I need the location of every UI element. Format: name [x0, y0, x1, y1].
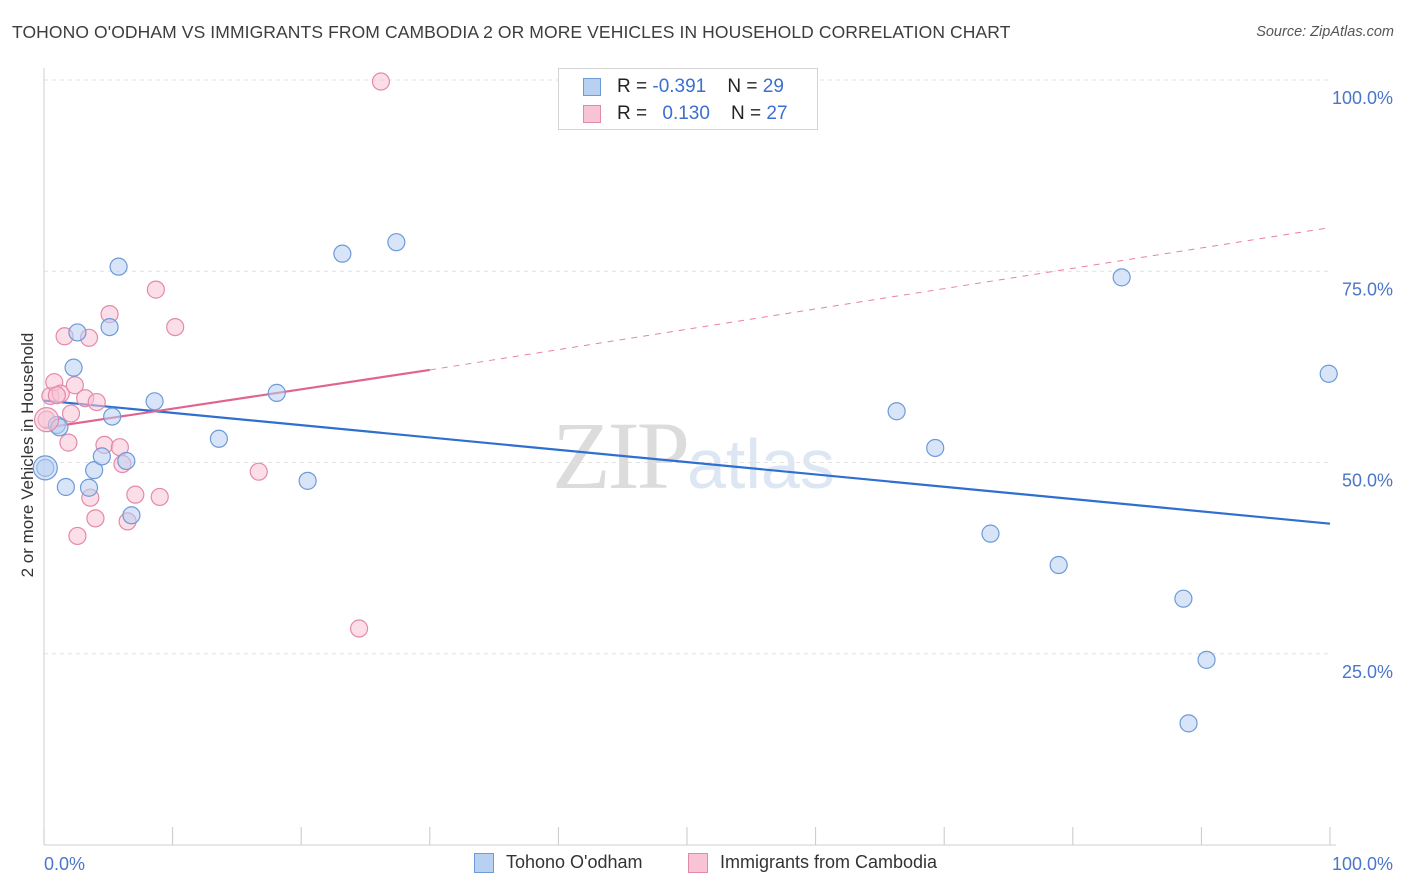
point-cambodia: [150, 487, 169, 507]
chart-source: Source: ZipAtlas.com: [1256, 24, 1394, 40]
stats-text-cambodia: R = 0.130 N = 27: [617, 103, 788, 125]
point-cambodia: [65, 376, 84, 395]
stats-row-tohono: R = -0.391 N = 29: [583, 74, 784, 100]
point-tohono: [387, 233, 406, 252]
y-tick-label: 75.0%: [1342, 279, 1393, 299]
stats-n-value: 29: [762, 76, 784, 97]
stats-swatch-cambodia: [583, 105, 601, 123]
stats-n-label: N =: [731, 103, 767, 124]
point-cambodia: [86, 509, 105, 528]
point-cambodia: [371, 72, 391, 91]
y-tick-label: 100.0%: [1332, 88, 1393, 108]
trend-line-tohono: [43, 399, 1331, 525]
point-tohono: [100, 317, 119, 337]
point-tohono: [298, 471, 317, 490]
trend-line-cambodia-extrapolated: [429, 227, 1331, 371]
stats-swatch-tohono: [583, 78, 601, 96]
stats-r-label: R =: [617, 103, 653, 124]
point-tohono: [64, 358, 83, 377]
point-cambodia: [146, 280, 165, 299]
point-tohono: [1179, 714, 1198, 733]
point-cambodia: [68, 526, 87, 546]
y-tick-label: 50.0%: [1342, 471, 1393, 491]
y-tick-label: 25.0%: [1342, 662, 1393, 682]
point-tohono: [267, 383, 286, 402]
point-tohono: [1197, 650, 1216, 669]
point-tohono: [209, 429, 228, 448]
legend: Tohono O'odham Immigrants from Cambodia: [0, 852, 1406, 876]
point-tohono: [1319, 364, 1338, 383]
point-tohono: [145, 392, 164, 411]
point-tohono: [1174, 589, 1193, 608]
point-tohono: [117, 451, 136, 471]
point-cambodia: [47, 386, 66, 405]
point-cambodia: [87, 392, 106, 412]
point-tohono: [79, 478, 99, 497]
point-tohono: [981, 524, 1000, 543]
data-points: [32, 72, 1338, 733]
stats-box: R = -0.391 N = 29 R = 0.130 N = 27: [558, 68, 818, 130]
point-tohono: [1049, 555, 1068, 575]
legend-item-tohono[interactable]: Tohono O'odham: [474, 852, 643, 873]
x-tick-label: 0.0%: [44, 854, 85, 874]
point-tohono: [56, 477, 75, 497]
point-cambodia-large: [33, 407, 60, 433]
stats-r-value: -0.391: [652, 76, 707, 97]
point-tohono: [887, 402, 906, 421]
point-cambodia: [166, 317, 185, 337]
axes: [43, 68, 1336, 846]
point-cambodia: [249, 462, 268, 481]
stats-row-cambodia: R = 0.130 N = 27: [583, 101, 788, 127]
stats-n-label: N =: [727, 76, 763, 97]
point-cambodia: [126, 485, 145, 504]
point-cambodia: [59, 433, 78, 452]
point-tohono: [1112, 268, 1131, 287]
gridlines: [44, 79, 1330, 655]
chart-title: TOHONO O'ODHAM VS IMMIGRANTS FROM CAMBOD…: [12, 22, 1011, 42]
stats-n-value: 27: [766, 103, 788, 124]
legend-item-cambodia[interactable]: Immigrants from Cambodia: [688, 852, 937, 873]
x-tick-label: 100.0%: [1332, 854, 1393, 874]
point-tohono: [122, 506, 141, 525]
point-tohono: [103, 407, 122, 426]
legend-swatch-cambodia: [688, 852, 708, 873]
point-tohono-large: [32, 455, 58, 481]
legend-label-cambodia: Immigrants from Cambodia: [720, 852, 938, 872]
point-tohono: [109, 257, 128, 276]
legend-swatch-tohono: [474, 852, 494, 873]
point-tohono: [92, 447, 111, 466]
point-tohono: [85, 461, 104, 480]
stats-r-value: 0.130: [662, 103, 710, 124]
legend-label-tohono: Tohono O'odham: [506, 852, 643, 872]
tick-labels: 25.0% 50.0% 75.0% 100.0% 0.0% 100.0%: [44, 88, 1393, 874]
stats-text-tohono: R = -0.391 N = 29: [617, 76, 784, 98]
point-tohono: [926, 438, 945, 458]
point-tohono: [68, 323, 87, 342]
point-tohono: [333, 244, 352, 263]
point-cambodia: [61, 404, 81, 423]
stats-r-label: R =: [617, 76, 653, 97]
watermark: ZIPatlas: [552, 400, 835, 511]
trend-lines: [43, 227, 1331, 525]
point-cambodia: [349, 619, 369, 638]
